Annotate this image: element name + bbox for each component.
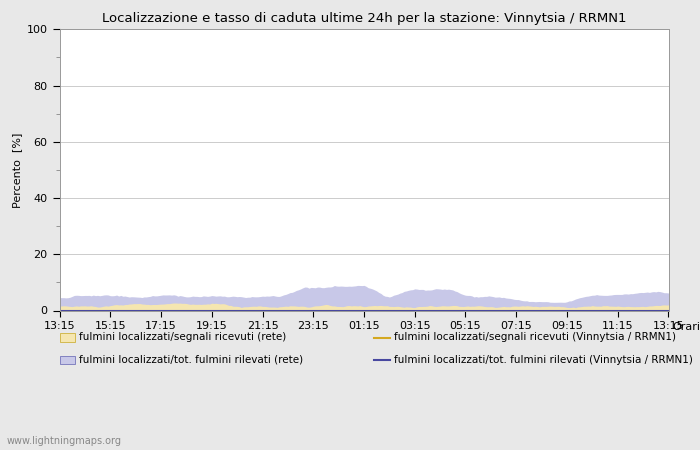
Text: fulmini localizzati/tot. fulmini rilevati (Vinnytsia / RRMN1): fulmini localizzati/tot. fulmini rilevat…: [394, 355, 693, 365]
Title: Localizzazione e tasso di caduta ultime 24h per la stazione: Vinnytsia / RRMN1: Localizzazione e tasso di caduta ultime …: [102, 12, 626, 25]
Text: fulmini localizzati/segnali ricevuti (rete): fulmini localizzati/segnali ricevuti (re…: [79, 333, 286, 342]
Text: fulmini localizzati/segnali ricevuti (Vinnytsia / RRMN1): fulmini localizzati/segnali ricevuti (Vi…: [394, 333, 676, 342]
Text: www.lightningmaps.org: www.lightningmaps.org: [7, 436, 122, 446]
Text: Orario: Orario: [672, 322, 700, 332]
Y-axis label: Percento  [%]: Percento [%]: [13, 132, 22, 207]
Text: fulmini localizzati/tot. fulmini rilevati (rete): fulmini localizzati/tot. fulmini rilevat…: [79, 355, 303, 365]
